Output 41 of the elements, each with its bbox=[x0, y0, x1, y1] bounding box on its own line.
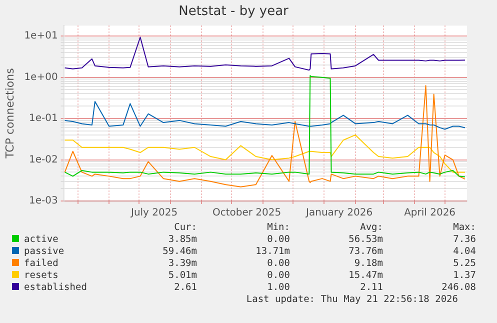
text: Cur: bbox=[173, 222, 197, 234]
text: 9.18m bbox=[353, 258, 383, 270]
y-tick-label: 1e+00 bbox=[24, 72, 58, 83]
x-tick-label: April 2026 bbox=[404, 208, 456, 219]
x-tick-label: January 2026 bbox=[305, 208, 373, 219]
text: 7.36 bbox=[452, 234, 476, 246]
legend-label: resets bbox=[24, 270, 58, 281]
x-tick-label: October 2025 bbox=[212, 208, 282, 219]
text: Last update: Thu May 21 22:56:18 2026 bbox=[245, 294, 459, 306]
text: Min: bbox=[266, 222, 290, 234]
text: 3.85m bbox=[167, 234, 197, 246]
text: 0.00 bbox=[266, 234, 290, 246]
text: 5.25 bbox=[452, 258, 476, 270]
y-tick-label: 1e-03 bbox=[28, 196, 58, 207]
text: 0.00 bbox=[266, 258, 290, 270]
text: 5.01m bbox=[167, 270, 197, 282]
text: 0.00 bbox=[266, 270, 290, 282]
chart-title: Netstat - by year bbox=[178, 4, 290, 20]
legend-label: failed bbox=[24, 258, 58, 269]
text: 15.47m bbox=[348, 270, 383, 282]
text: Avg: bbox=[359, 222, 383, 234]
y-axis-title: TCP connections bbox=[3, 68, 16, 160]
y-tick-label: 1e-02 bbox=[28, 154, 58, 166]
text: 4.04 bbox=[452, 246, 476, 258]
text: 246.08 bbox=[440, 282, 476, 294]
x-tick-label: July 2025 bbox=[130, 208, 178, 219]
text: 1.00 bbox=[266, 282, 290, 294]
text: 1.37 bbox=[452, 270, 476, 282]
text: 73.76m bbox=[348, 246, 383, 258]
legend-label: established bbox=[24, 282, 87, 293]
legend-label: passive bbox=[24, 246, 64, 257]
text: Max: bbox=[452, 222, 476, 234]
y-tick-label: 1e+01 bbox=[24, 30, 58, 42]
text: 13.71m bbox=[254, 246, 290, 258]
legend-label: active bbox=[24, 234, 58, 245]
text: 59.46m bbox=[162, 246, 197, 258]
text: 56.53m bbox=[348, 234, 383, 246]
text: 2.11 bbox=[359, 282, 383, 294]
y-tick-label: 1e-01 bbox=[28, 113, 58, 124]
text: 3.39m bbox=[167, 258, 197, 270]
text: 2.61 bbox=[173, 282, 197, 294]
